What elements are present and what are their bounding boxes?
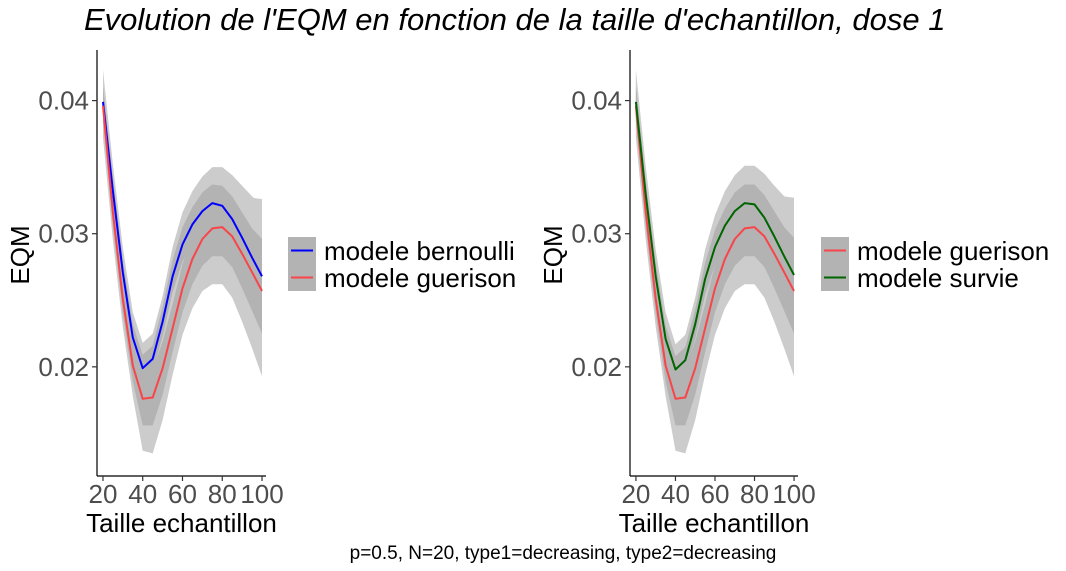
y-axis-title: EQM [5,225,35,284]
chart-title: Evolution de l'EQM en fonction de la tai… [84,2,946,37]
y-tick-label: 0.04 [38,86,89,116]
x-tick-label: 100 [240,479,283,509]
series-line-2 [634,101,795,371]
x-tick-label: 60 [168,479,197,509]
series-line-2 [102,105,263,400]
confidence-band-inner-2 [635,85,794,383]
confidence-band-inner-2 [103,89,262,426]
legend-label: modele bernoulli [324,236,515,266]
x-axis-title: Taille echantillon [619,508,810,538]
x-tick-label: 40 [128,479,157,509]
y-axis-title: EQM [538,225,568,284]
x-tick-label: 100 [772,479,815,509]
chart-caption: p=0.5, N=20, type1=decreasing, type2=dec… [349,543,777,564]
x-tick-label: 80 [208,479,237,509]
legend-label: modele guerison [857,236,1049,266]
series-line-1 [634,105,795,400]
y-tick-label: 0.03 [38,219,89,249]
confidence-band-inner-1 [635,89,794,426]
legend-label: modele survie [857,263,1019,293]
x-tick-label: 40 [661,479,690,509]
confidence-band-inner-1 [103,85,262,382]
series-line-1 [102,101,263,370]
x-tick-label: 80 [740,479,769,509]
x-axis-title: Taille echantillon [86,508,277,538]
x-tick-label: 20 [621,479,650,509]
y-tick-label: 0.02 [571,352,622,382]
x-tick-label: 20 [89,479,118,509]
y-tick-label: 0.03 [571,219,622,249]
y-tick-label: 0.04 [571,86,622,116]
x-tick-label: 60 [701,479,730,509]
y-tick-label: 0.02 [38,352,89,382]
legend-label: modele guerison [324,263,516,293]
